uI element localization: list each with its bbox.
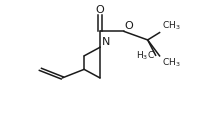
Text: CH$_3$: CH$_3$ bbox=[162, 57, 180, 69]
Text: N: N bbox=[102, 37, 110, 47]
Text: H$_3$C: H$_3$C bbox=[136, 50, 155, 62]
Text: CH$_3$: CH$_3$ bbox=[162, 19, 180, 32]
Text: O: O bbox=[125, 21, 134, 31]
Text: O: O bbox=[96, 5, 104, 15]
